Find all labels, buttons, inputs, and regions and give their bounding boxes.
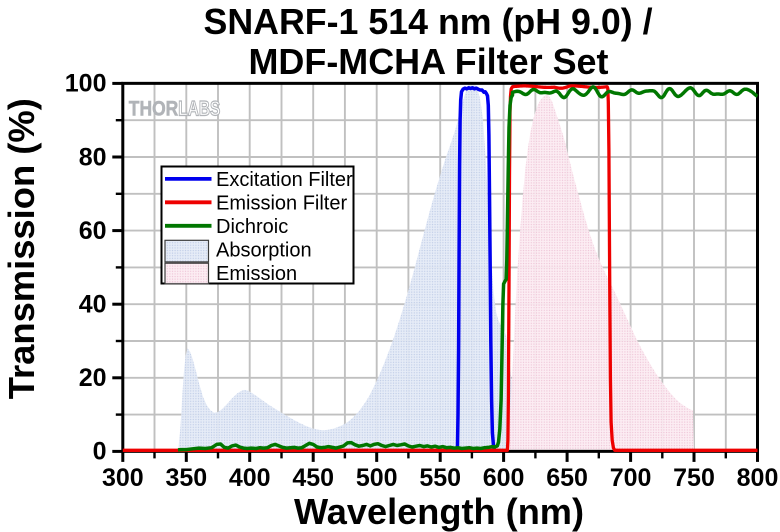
svg-text:650: 650 — [546, 464, 588, 492]
svg-text:700: 700 — [610, 464, 652, 492]
svg-text:0: 0 — [93, 438, 107, 466]
svg-text:500: 500 — [356, 464, 398, 492]
svg-text:Emission Filter: Emission Filter — [216, 193, 347, 215]
svg-text:80: 80 — [79, 143, 107, 171]
svg-text:LABS: LABS — [178, 98, 220, 121]
svg-text:SNARF-1 514 nm (pH 9.0) /: SNARF-1 514 nm (pH 9.0) / — [204, 1, 653, 42]
svg-text:Wavelength (nm): Wavelength (nm) — [294, 491, 584, 532]
svg-text:MDF-MCHA Filter Set: MDF-MCHA Filter Set — [249, 41, 609, 82]
svg-text:600: 600 — [483, 464, 525, 492]
svg-text:60: 60 — [79, 217, 107, 245]
svg-text:550: 550 — [419, 464, 461, 492]
svg-text:300: 300 — [102, 464, 144, 492]
svg-text:Emission: Emission — [216, 263, 297, 285]
svg-text:400: 400 — [229, 464, 271, 492]
svg-text:350: 350 — [165, 464, 207, 492]
svg-text:Excitation Filter: Excitation Filter — [216, 169, 353, 191]
svg-text:100: 100 — [65, 70, 107, 98]
svg-text:Transmission (%): Transmission (%) — [1, 98, 42, 399]
svg-text:450: 450 — [292, 464, 334, 492]
svg-text:THOR: THOR — [129, 98, 179, 121]
svg-text:Absorption: Absorption — [216, 240, 312, 262]
svg-text:800: 800 — [737, 464, 779, 492]
svg-text:20: 20 — [79, 364, 107, 392]
svg-text:750: 750 — [673, 464, 715, 492]
svg-text:Dichroic: Dichroic — [216, 216, 288, 238]
svg-text:40: 40 — [79, 291, 107, 319]
